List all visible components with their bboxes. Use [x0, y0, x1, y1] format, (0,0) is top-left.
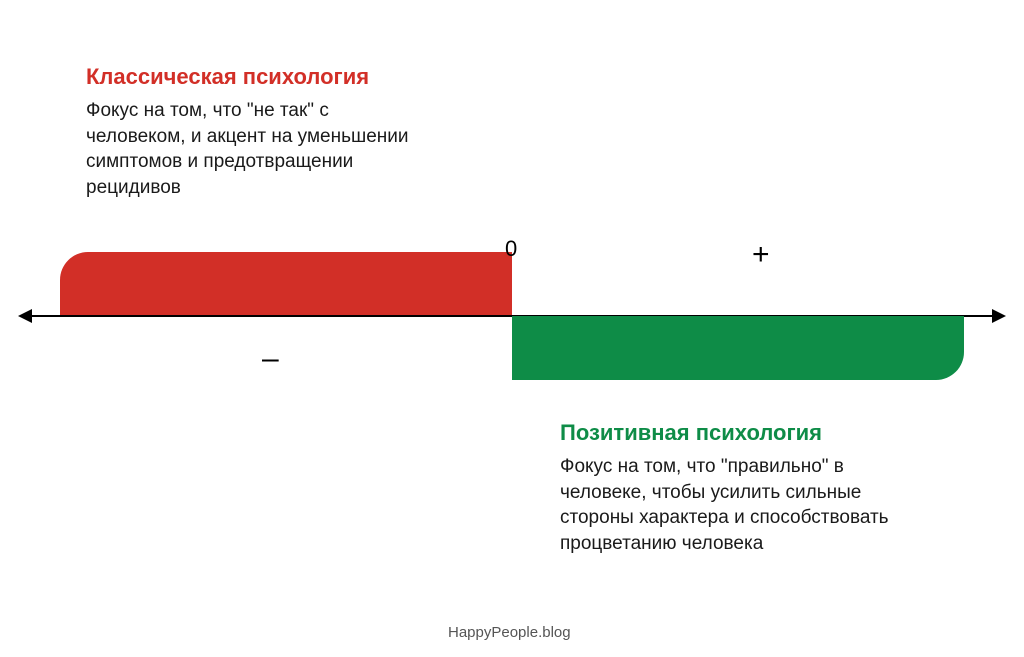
axis-arrow-left-icon — [18, 309, 32, 323]
axis-minus-label: – — [262, 342, 279, 376]
axis-arrow-right-icon — [992, 309, 1006, 323]
negative-bar — [60, 252, 512, 316]
diagram-canvas: Классическая психология Фокус на том, чт… — [0, 0, 1024, 657]
classical-title: Классическая психология — [86, 62, 369, 92]
axis-zero-label: 0 — [505, 236, 517, 262]
positive-bar — [512, 316, 964, 380]
axis-plus-label: + — [752, 238, 770, 272]
source-credit: HappyPeople.blog — [448, 624, 571, 641]
positive-title: Позитивная психология — [560, 418, 822, 448]
classical-body: Фокус на том, что "не так" с человеком, … — [86, 98, 426, 201]
positive-body: Фокус на том, что "правильно" в человеке… — [560, 454, 920, 557]
